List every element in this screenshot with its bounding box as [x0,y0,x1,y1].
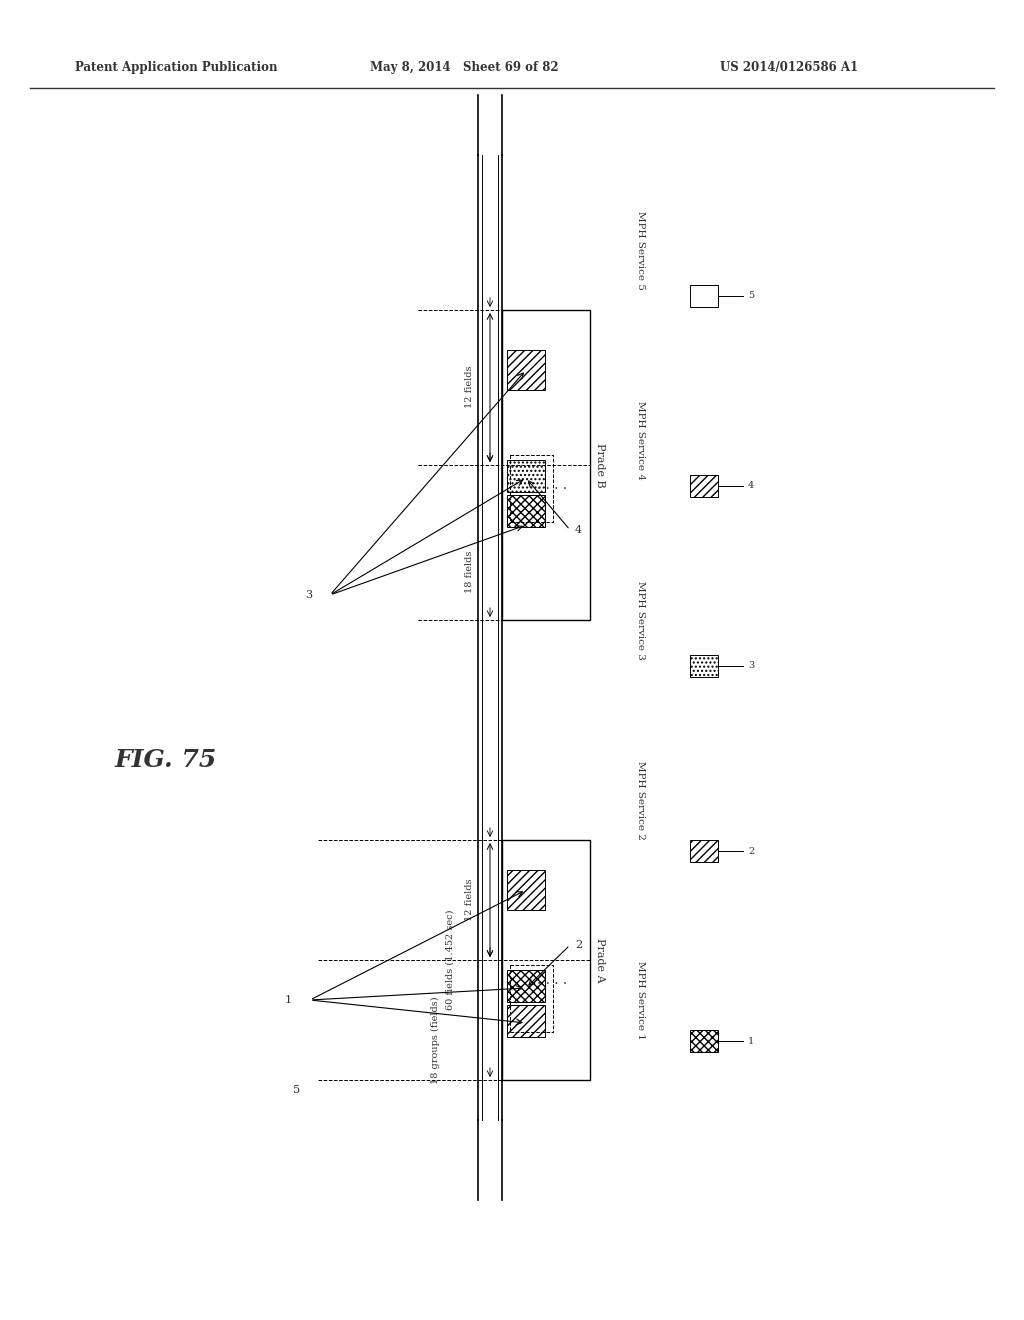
Bar [690,475,718,498]
Text: US 2014/0126586 A1: US 2014/0126586 A1 [720,62,858,74]
Text: 2: 2 [748,846,755,855]
Text: 5: 5 [293,1085,300,1096]
Text: 4: 4 [748,482,755,491]
Text: MPH Service 1: MPH Service 1 [636,961,644,1039]
Text: May 8, 2014   Sheet 69 of 82: May 8, 2014 Sheet 69 of 82 [370,62,559,74]
Bar [690,655,718,677]
Bar [510,965,553,1032]
Text: MPH Service 4: MPH Service 4 [636,400,644,479]
Bar [507,495,545,527]
Bar [507,350,545,389]
Bar [507,1005,545,1038]
Text: 12 fields: 12 fields [466,879,474,921]
Text: 18 fields: 18 fields [466,550,474,593]
Text: MPH Service 2: MPH Service 2 [636,760,644,840]
Bar [510,455,553,521]
Text: 2: 2 [575,940,582,950]
Text: FIG. 75: FIG. 75 [115,748,217,772]
Text: 4: 4 [575,525,582,535]
Text: . . . .: . . . . [537,478,567,492]
Text: Patent Application Publication: Patent Application Publication [75,62,278,74]
Bar [690,1030,718,1052]
Bar [502,840,590,1080]
Text: 1: 1 [285,995,292,1005]
Text: 3: 3 [748,661,755,671]
Bar [690,840,718,862]
Text: 3: 3 [305,590,312,601]
Bar [507,870,545,909]
Bar [690,285,718,308]
Text: 5: 5 [748,292,754,301]
Bar [507,459,545,492]
Text: 60 fields (1.452 sec): 60 fields (1.452 sec) [445,909,455,1010]
Text: 1: 1 [748,1036,755,1045]
Text: 18 groups (fields): 18 groups (fields) [430,997,439,1084]
Text: Prade A: Prade A [595,937,605,982]
Text: MPH Service 5: MPH Service 5 [636,211,644,289]
Bar [502,310,590,620]
Text: 12 fields: 12 fields [466,366,474,408]
Text: Prade B: Prade B [595,442,605,487]
Bar [507,970,545,1002]
Text: . . . .: . . . . [537,973,567,987]
Text: MPH Service 3: MPH Service 3 [636,581,644,660]
